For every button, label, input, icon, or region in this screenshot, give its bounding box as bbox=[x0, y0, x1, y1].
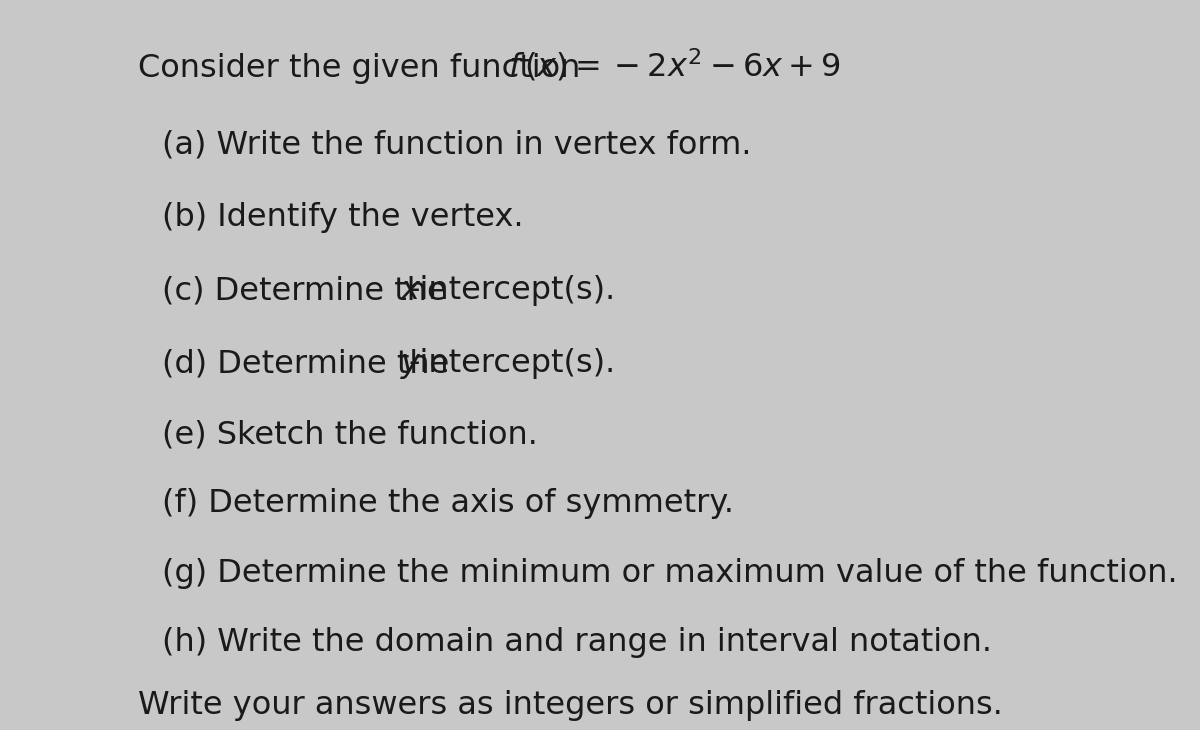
Text: $f\,(x)=-2x^{2}-6x+9$: $f\,(x)=-2x^{2}-6x+9$ bbox=[508, 47, 840, 84]
Text: Consider the given function: Consider the given function bbox=[138, 53, 590, 84]
Text: (c) Determine the: (c) Determine the bbox=[162, 275, 457, 307]
Text: (h) Write the domain and range in interval notation.: (h) Write the domain and range in interv… bbox=[162, 627, 992, 658]
Text: -intercept(s).: -intercept(s). bbox=[408, 275, 616, 307]
Text: -intercept(s).: -intercept(s). bbox=[408, 348, 616, 380]
Text: Write your answers as integers or simplified fractions.: Write your answers as integers or simpli… bbox=[138, 690, 1003, 721]
Text: (a) Write the function in vertex form.: (a) Write the function in vertex form. bbox=[162, 129, 751, 161]
Text: (b) Identify the vertex.: (b) Identify the vertex. bbox=[162, 202, 523, 234]
Text: $x$: $x$ bbox=[400, 275, 421, 307]
Text: (e) Sketch the function.: (e) Sketch the function. bbox=[162, 419, 538, 450]
Text: $y$: $y$ bbox=[400, 350, 421, 381]
Text: (g) Determine the minimum or maximum value of the function.: (g) Determine the minimum or maximum val… bbox=[162, 558, 1177, 589]
Text: (f) Determine the axis of symmetry.: (f) Determine the axis of symmetry. bbox=[162, 488, 734, 520]
Text: (d) Determine the: (d) Determine the bbox=[162, 348, 460, 380]
